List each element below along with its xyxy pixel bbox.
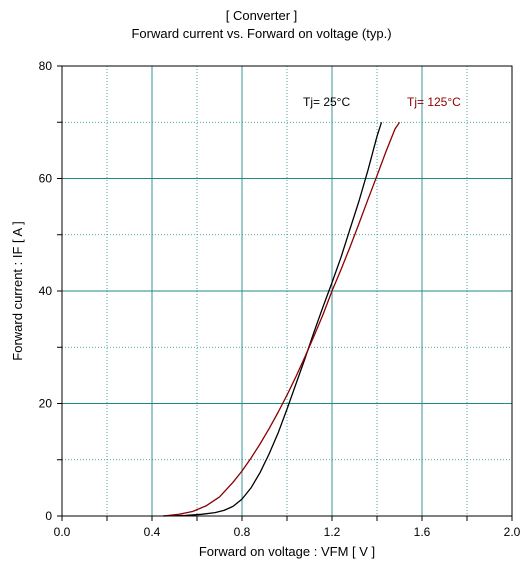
series-line-tj125 xyxy=(163,121,401,517)
y-tick-label: 60 xyxy=(39,172,53,186)
ticks xyxy=(57,65,513,521)
series-label-tj25: Tj= 25°C xyxy=(303,95,350,109)
x-tick-label: 0.4 xyxy=(144,525,161,539)
tick-labels: 0.0 0.4 0.8 1.2 1.6 2.0 0 20 40 60 80 xyxy=(39,59,521,539)
y-tick-label: 20 xyxy=(39,397,53,411)
x-tick-label: 0.8 xyxy=(234,525,251,539)
y-tick-label: 40 xyxy=(39,284,53,298)
y-axis-title: Forward current : IF [ A ] xyxy=(10,221,25,360)
grid xyxy=(62,66,512,516)
x-tick-label: 1.6 xyxy=(414,525,431,539)
chart-subtitle: Forward current vs. Forward on voltage (… xyxy=(131,26,392,41)
x-axis-title: Forward on voltage : VFM [ V ] xyxy=(199,544,375,559)
chart-title: [ Converter ] xyxy=(225,8,298,23)
series-label-tj125: Tj= 125°C xyxy=(407,95,461,109)
x-tick-label: 0.0 xyxy=(54,525,71,539)
y-tick-label: 80 xyxy=(39,59,53,73)
x-tick-label: 1.2 xyxy=(324,525,341,539)
y-tick-label: 0 xyxy=(45,509,52,523)
series-lines xyxy=(163,121,401,517)
series-line-tj25 xyxy=(163,122,383,517)
x-tick-label: 2.0 xyxy=(504,525,521,539)
